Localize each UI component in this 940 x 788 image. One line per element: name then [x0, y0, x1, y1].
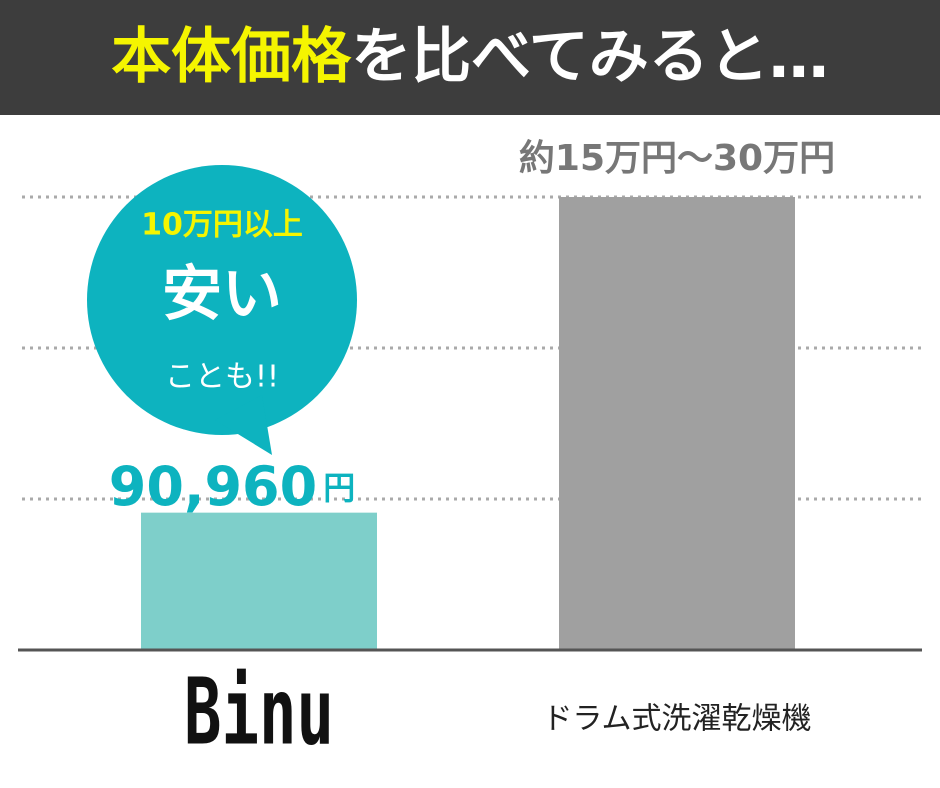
value-label-unit: 円 — [323, 469, 355, 507]
value-label: 約15万円〜30万円 — [519, 138, 835, 179]
title-highlight: 本体価格 — [111, 22, 352, 92]
value-label-number: 90,960 — [109, 455, 317, 518]
title-rest: を比べてみると… — [351, 22, 829, 92]
header-bar — [0, 0, 940, 115]
x-tick-label: ドラム式洗濯乾燥機 — [542, 702, 811, 737]
annotation-line: 安い — [162, 260, 282, 330]
speech-bubble: 10万円以上 安い ことも!! — [87, 165, 357, 455]
bar — [559, 197, 795, 650]
value-label: 90,960 円 — [109, 455, 355, 518]
annotation-line: 10万円以上 — [141, 208, 303, 243]
bubble-circle — [87, 165, 357, 435]
annotation-line: ことも!! — [165, 360, 279, 395]
bubble-tail — [215, 395, 272, 455]
bar — [141, 512, 377, 650]
logo-label: Binu — [184, 658, 334, 765]
grid — [22, 195, 922, 501]
chart-title: 本体価格を比べてみると… — [111, 22, 829, 92]
